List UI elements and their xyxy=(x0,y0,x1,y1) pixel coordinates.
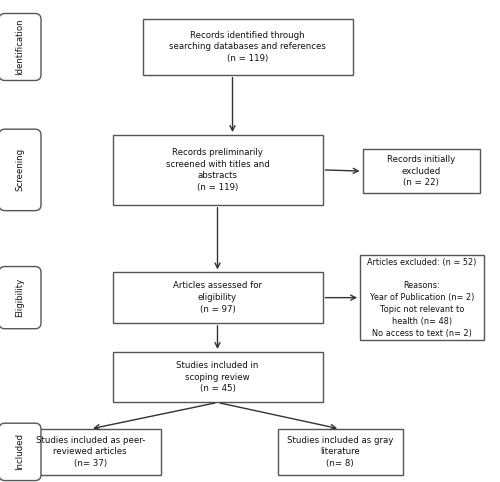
Text: Included: Included xyxy=(16,433,24,470)
FancyBboxPatch shape xyxy=(360,255,484,340)
Text: Studies included as peer-
reviewed articles
(n= 37): Studies included as peer- reviewed artic… xyxy=(36,436,145,468)
FancyBboxPatch shape xyxy=(112,135,322,205)
Text: Eligibility: Eligibility xyxy=(16,278,24,317)
Text: Records initially
excluded
(n = 22): Records initially excluded (n = 22) xyxy=(387,155,456,187)
Text: Records identified through
searching databases and references
(n = 119): Records identified through searching dat… xyxy=(169,31,326,63)
FancyBboxPatch shape xyxy=(0,423,41,481)
Text: Identification: Identification xyxy=(16,19,24,75)
Text: Studies included in
scoping review
(n = 45): Studies included in scoping review (n = … xyxy=(176,361,258,393)
FancyBboxPatch shape xyxy=(19,429,162,475)
Text: Articles assessed for
eligibility
(n = 97): Articles assessed for eligibility (n = 9… xyxy=(173,281,262,314)
FancyBboxPatch shape xyxy=(0,129,41,211)
FancyBboxPatch shape xyxy=(142,19,352,75)
FancyBboxPatch shape xyxy=(0,13,41,80)
FancyBboxPatch shape xyxy=(112,272,322,323)
FancyBboxPatch shape xyxy=(0,267,41,329)
FancyBboxPatch shape xyxy=(278,429,402,475)
Text: Screening: Screening xyxy=(16,148,24,191)
Text: Records preliminarily
screened with titles and
abstracts
(n = 119): Records preliminarily screened with titl… xyxy=(166,147,270,192)
FancyBboxPatch shape xyxy=(362,149,480,193)
Text: Articles excluded: (n = 52)

Reasons:
Year of Publication (n= 2)
Topic not relev: Articles excluded: (n = 52) Reasons: Yea… xyxy=(368,258,476,337)
FancyBboxPatch shape xyxy=(112,352,322,402)
Text: Studies included as gray
literature
(n= 8): Studies included as gray literature (n= … xyxy=(287,436,393,468)
